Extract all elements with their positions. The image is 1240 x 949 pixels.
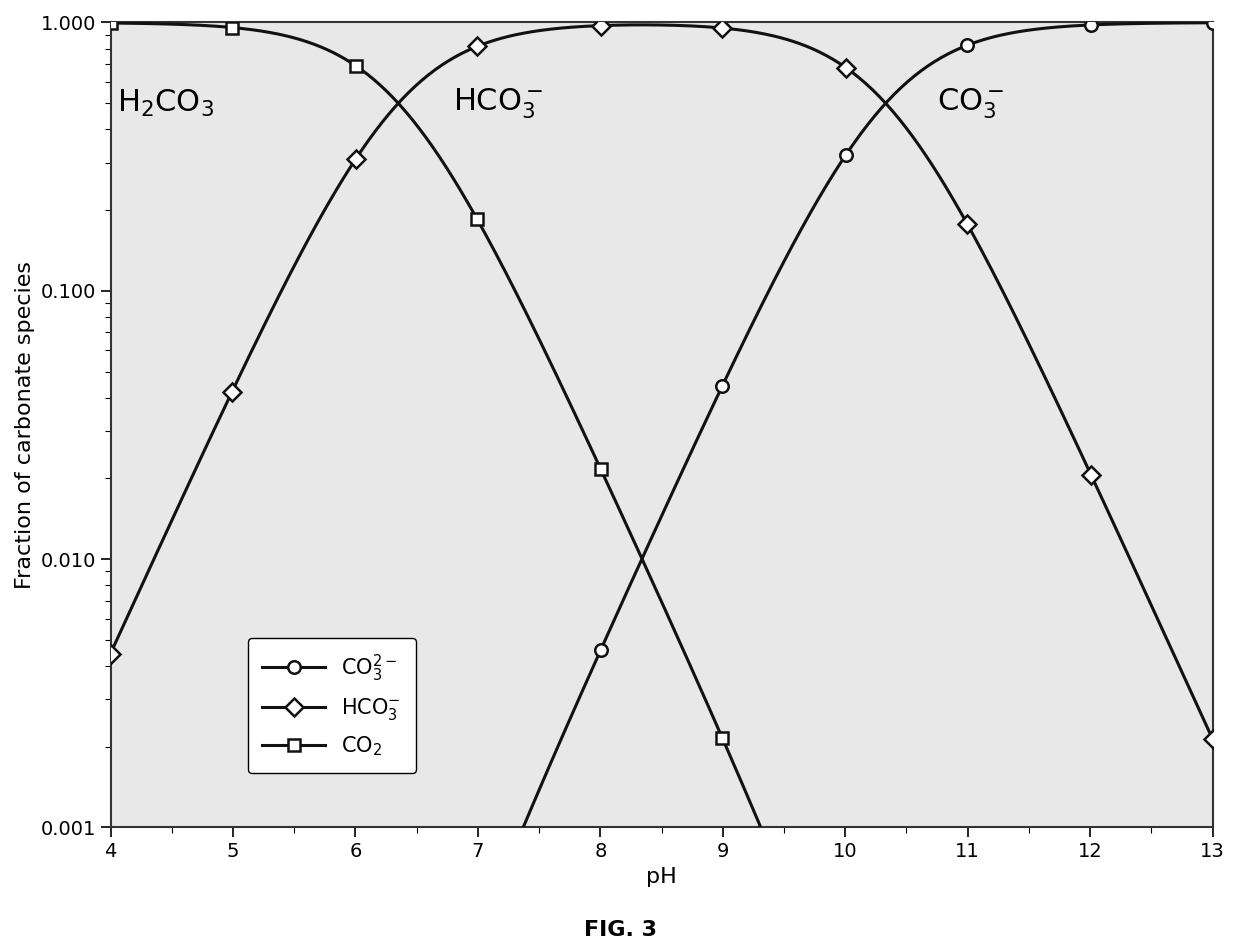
HCO$_3^{-}$	[634, 19, 649, 30]
CO$_2$	[699, 698, 714, 709]
Line: CO$_2$: CO$_2$	[104, 17, 1219, 949]
HCO$_3^{-}$	[103, 648, 118, 660]
CO$_3^{2-}$	[1007, 27, 1022, 38]
HCO$_3^{-}$	[1205, 734, 1220, 745]
Legend: $\mathsf{CO_3^{2-}}$, $\mathsf{HCO_3^{-}}$, $\mathsf{CO_2}$: $\mathsf{CO_3^{2-}}$, $\mathsf{HCO_3^{-}…	[248, 638, 415, 772]
Line: CO$_3^{2-}$: CO$_3^{2-}$	[104, 16, 1219, 949]
HCO$_3^{-}$	[626, 19, 641, 30]
Text: $\mathsf{HCO_3^-}$: $\mathsf{HCO_3^-}$	[454, 86, 543, 121]
HCO$_3^{-}$	[635, 19, 650, 30]
HCO$_3^{-}$	[1180, 680, 1195, 692]
CO$_3^{2-}$	[699, 413, 714, 424]
CO$_2$	[103, 17, 118, 28]
CO$_2$	[626, 535, 641, 547]
CO$_3^{2-}$	[1205, 17, 1220, 28]
CO$_2$	[759, 835, 774, 847]
HCO$_3^{-}$	[761, 29, 776, 41]
Text: $\mathsf{H_2CO_3}$: $\mathsf{H_2CO_3}$	[117, 87, 213, 119]
Line: HCO$_3^{-}$: HCO$_3^{-}$	[104, 19, 1219, 745]
Text: $\mathsf{CO_3^-}$: $\mathsf{CO_3^-}$	[937, 86, 1004, 121]
HCO$_3^{-}$	[702, 21, 717, 32]
CO$_3^{2-}$	[1179, 17, 1194, 28]
CO$_2$	[634, 550, 649, 562]
CO$_3^{2-}$	[626, 570, 641, 582]
Text: FIG. 3: FIG. 3	[584, 920, 656, 940]
X-axis label: pH: pH	[646, 866, 677, 886]
CO$_3^{2-}$	[759, 289, 774, 301]
HCO$_3^{-}$	[1008, 312, 1023, 324]
Y-axis label: Fraction of carbonate species: Fraction of carbonate species	[15, 261, 35, 589]
CO$_3^{2-}$	[634, 556, 649, 568]
